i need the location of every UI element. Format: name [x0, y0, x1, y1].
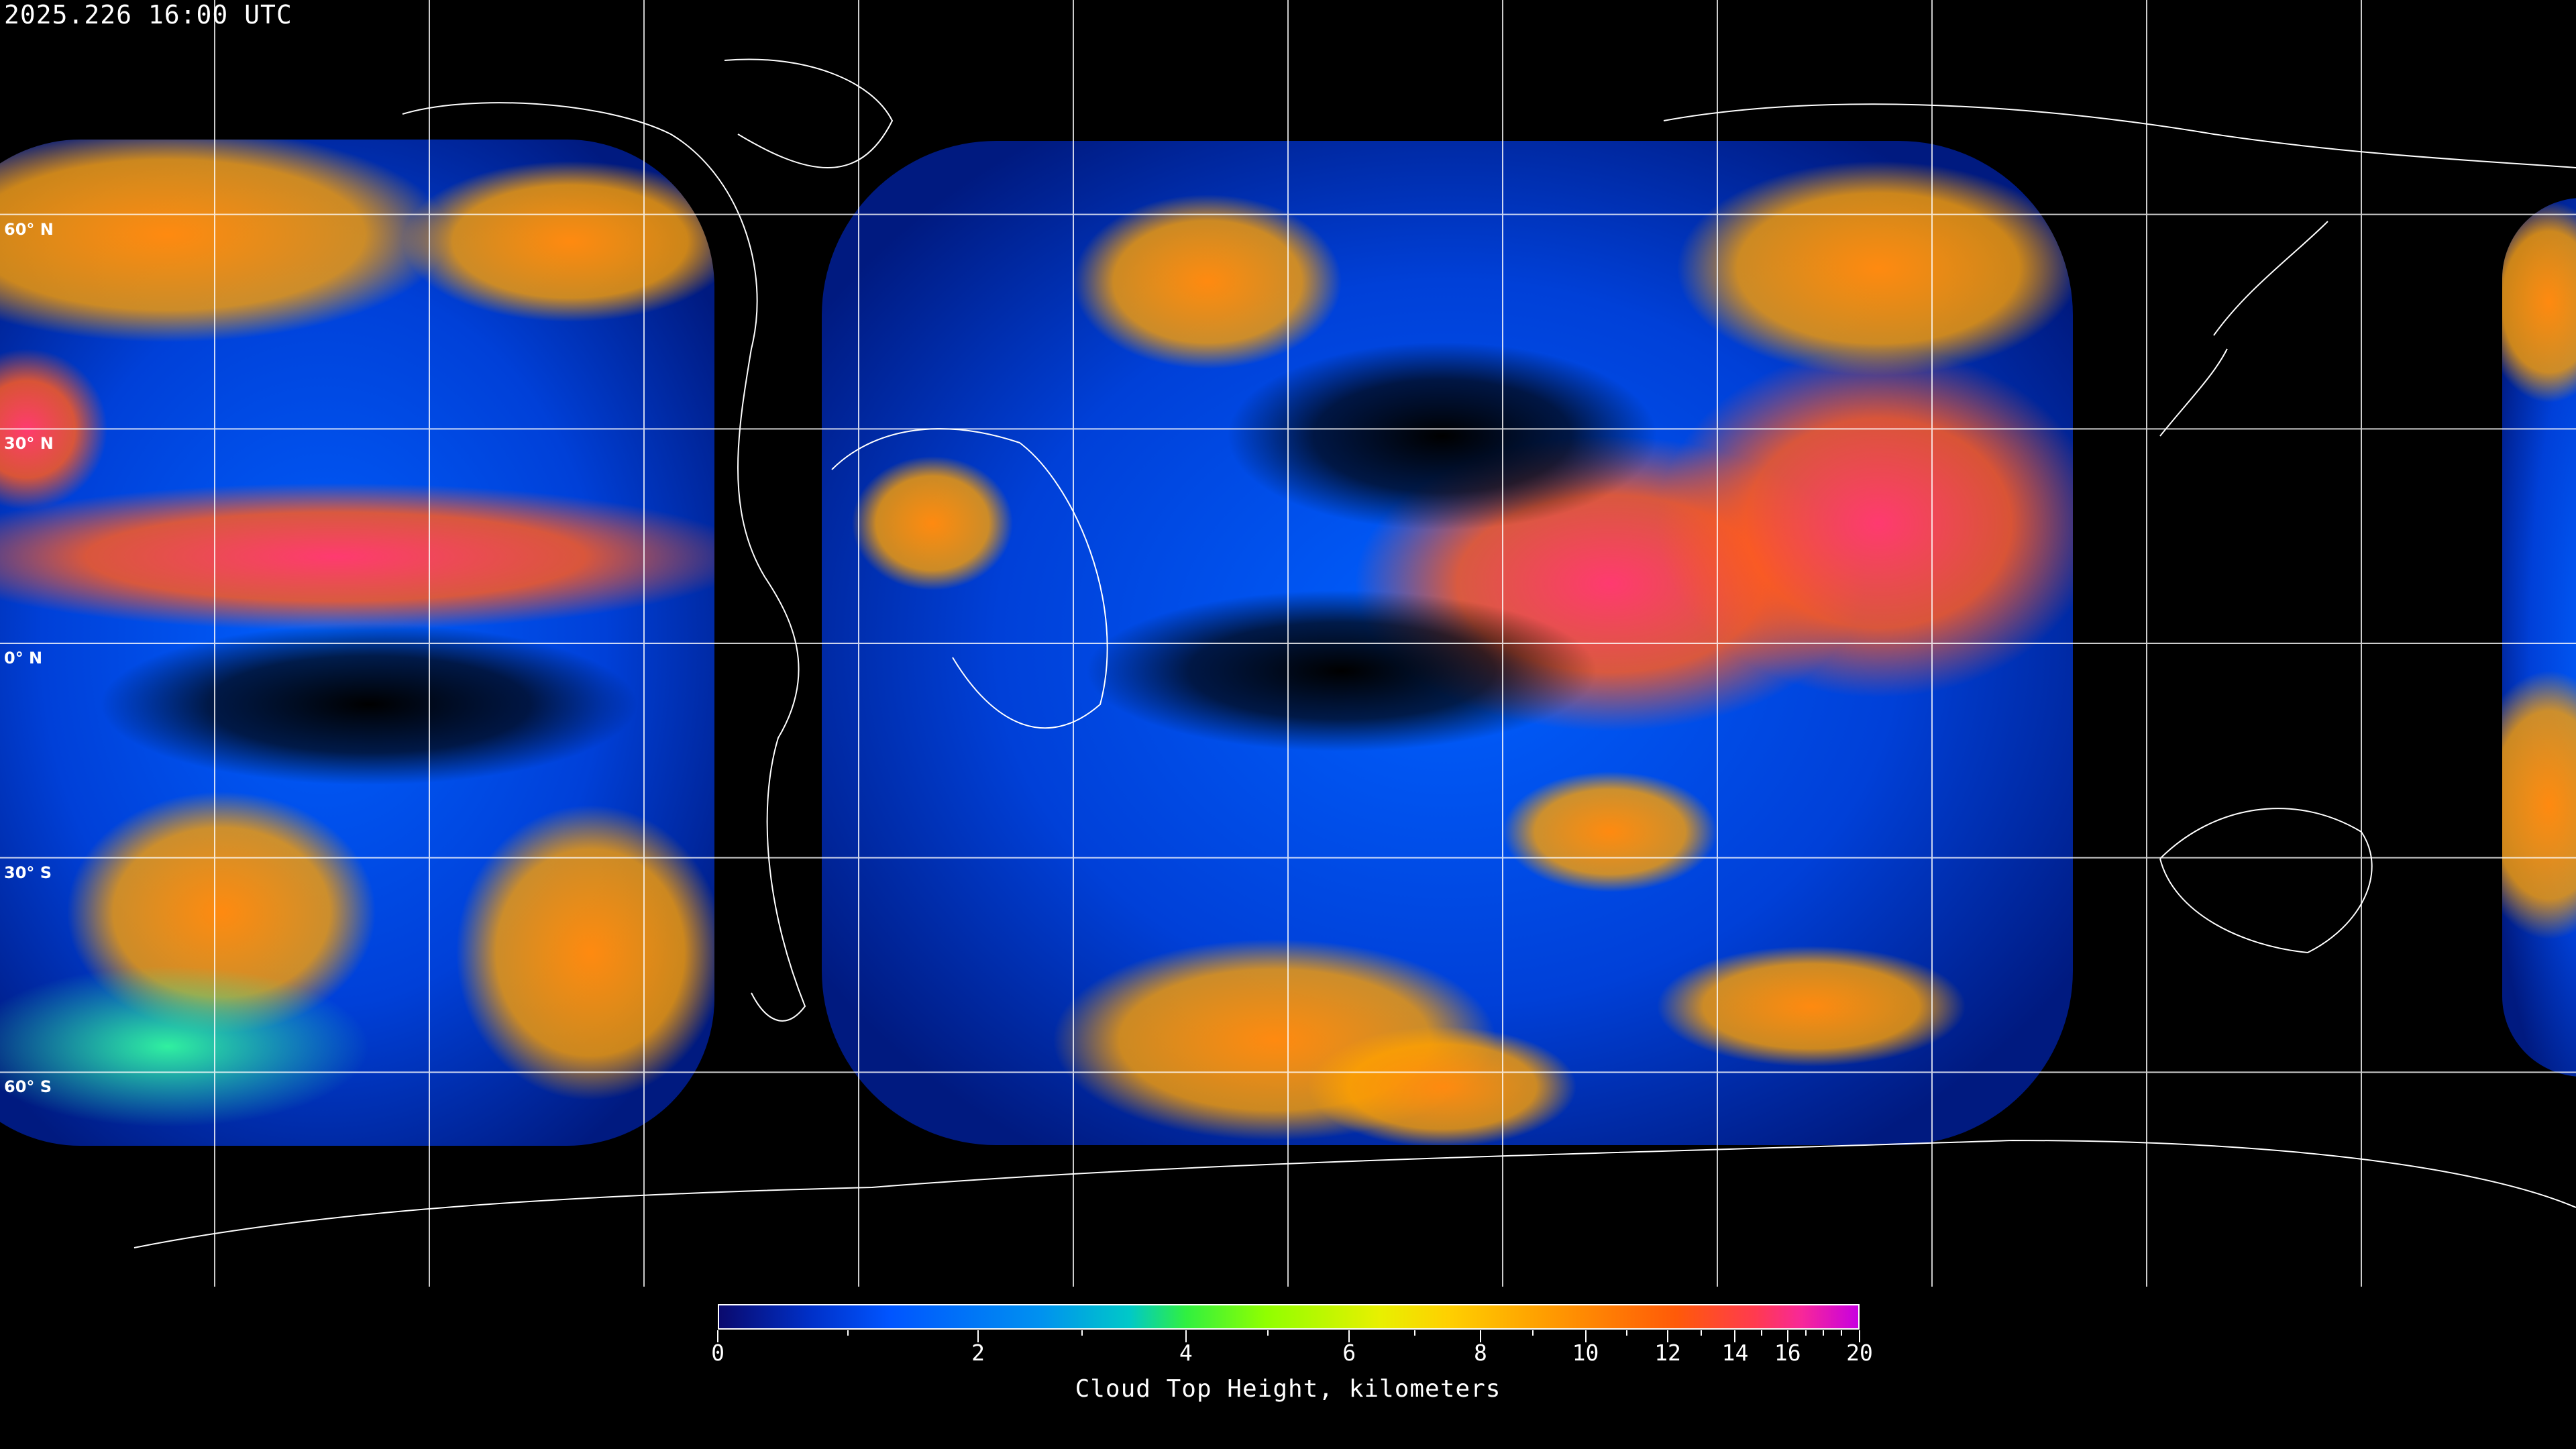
- colorbar-minor-tick: [1805, 1330, 1807, 1336]
- colorbar-major-tick: [717, 1330, 718, 1342]
- latitude-label: 30° N: [4, 434, 54, 453]
- colorbar-major-tick: [977, 1330, 979, 1342]
- colorbar-minor-tick: [1841, 1330, 1843, 1336]
- colorbar-tick-label: 8: [1473, 1340, 1487, 1366]
- colorbar: [718, 1304, 1860, 1330]
- colorbar-tick-label: 6: [1342, 1340, 1356, 1366]
- cloud-top-height-map: [0, 0, 2576, 1287]
- colorbar-minor-tick: [1081, 1330, 1083, 1336]
- coastlines: [133, 58, 2576, 1248]
- colorbar-minor-tick: [847, 1330, 849, 1336]
- latitude-label: 0° N: [4, 649, 43, 667]
- colorbar-minor-tick: [1532, 1330, 1534, 1336]
- colorbar-minor-tick: [1625, 1330, 1627, 1336]
- colorbar-tick-label: 20: [1846, 1340, 1873, 1366]
- colorbar-major-tick: [1859, 1330, 1860, 1342]
- graticule: [0, 0, 2576, 1287]
- colorbar-major-tick: [1585, 1330, 1587, 1342]
- latitude-label: 30° S: [4, 863, 52, 882]
- colorbar-tick-label: 10: [1572, 1340, 1599, 1366]
- latitude-label: 60° S: [4, 1077, 52, 1097]
- colorbar-tick-label: 0: [711, 1340, 724, 1366]
- colorbar-title: Cloud Top Height, kilometers: [1075, 1375, 1501, 1403]
- colorbar-tick-label: 4: [1179, 1340, 1193, 1366]
- colorbar-tick-label: 16: [1774, 1340, 1801, 1366]
- colorbar-minor-tick: [1267, 1330, 1269, 1336]
- colorbar-minor-tick: [1823, 1330, 1825, 1336]
- colorbar-major-tick: [1667, 1330, 1669, 1342]
- colorbar-minor-tick: [1701, 1330, 1703, 1336]
- colorbar-major-tick: [1786, 1330, 1788, 1342]
- colorbar-ticks: 0 2 4 6 8 10 12 14 16 20: [711, 1330, 1873, 1384]
- latitude-label: 60° N: [4, 219, 54, 239]
- colorbar-minor-tick: [1760, 1330, 1762, 1336]
- colorbar-tick-label: 12: [1654, 1340, 1681, 1366]
- colorbar-tick-label: 2: [971, 1340, 985, 1366]
- colorbar-tick-label: 14: [1721, 1340, 1749, 1366]
- colorbar-major-tick: [1348, 1330, 1350, 1342]
- colorbar-major-tick: [1185, 1330, 1187, 1342]
- colorbar-major-tick: [1734, 1330, 1736, 1342]
- timestamp: 2025.226 16:00 UTC: [4, 0, 292, 30]
- satellite-disk-west: [0, 140, 714, 1146]
- colorbar-minor-tick: [1414, 1330, 1416, 1336]
- colorbar-major-tick: [1479, 1330, 1481, 1342]
- satellite-disk-east: [2502, 198, 2576, 1077]
